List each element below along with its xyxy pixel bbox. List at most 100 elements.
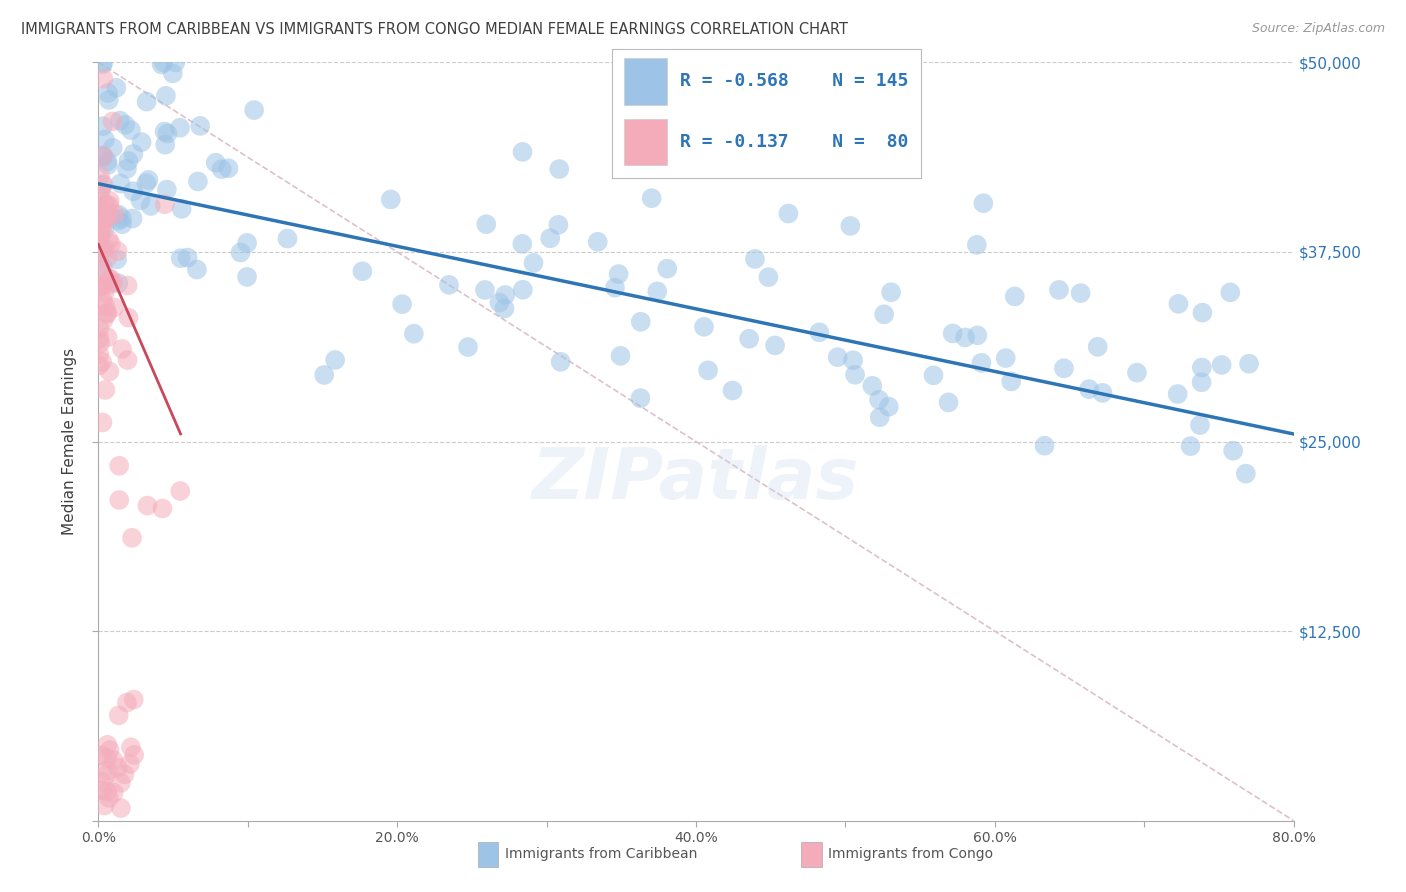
Point [89,321,111,335]
Point [323,353,346,368]
Point [117,353,139,368]
Point [91,57,114,71]
Point [1070,286,1092,301]
Point [97,272,120,286]
Point [96,211,118,225]
Point [91,260,114,274]
Point [91,203,114,218]
Point [89,237,111,252]
Point [512,145,534,159]
Point [744,252,766,266]
Point [827,350,849,364]
Point [91,150,114,164]
Point [103,301,125,315]
Point [1191,305,1213,319]
Point [97,158,120,172]
Point [1191,360,1213,375]
Point [98,743,121,757]
Point [187,174,209,188]
Bar [801,842,821,867]
Point [188,119,211,133]
Point [96,763,118,777]
Point [89,218,111,232]
Point [1004,289,1026,303]
Point [942,326,965,341]
Point [114,767,136,781]
Point [391,297,413,311]
Point [152,55,174,70]
Point [91,219,114,234]
Point [808,325,831,339]
Point [90,212,112,227]
Point [1180,439,1202,453]
Point [1219,285,1241,300]
Point [880,285,903,300]
Bar [624,119,668,166]
Point [738,332,761,346]
Point [108,458,131,473]
Point [98,271,121,285]
Point [97,233,120,247]
Point [107,760,129,774]
Point [211,162,233,177]
Point [138,173,160,187]
Point [94,768,117,782]
Text: Source: ZipAtlas.com: Source: ZipAtlas.com [1251,22,1385,36]
Text: IMMIGRANTS FROM CARIBBEAN VS IMMIGRANTS FROM CONGO MEDIAN FEMALE EARNINGS CORREL: IMMIGRANTS FROM CARIBBEAN VS IMMIGRANTS … [21,22,848,37]
Point [110,177,132,191]
Point [98,198,121,212]
Point [548,162,571,177]
Point [131,135,153,149]
Point [153,137,176,152]
Point [204,155,226,169]
Point [657,261,679,276]
Point [402,326,425,341]
Point [89,246,111,260]
Point [89,359,111,373]
Point [697,363,720,377]
Point [609,349,631,363]
Point [96,154,118,169]
Point [91,177,114,191]
Point [91,55,114,70]
Point [129,194,152,208]
Point [380,193,402,207]
Point [1078,382,1101,396]
Point [607,267,630,281]
Point [169,483,191,498]
Point [115,696,138,710]
Point [97,86,120,100]
Point [93,285,115,300]
Point [90,774,112,789]
Point [93,222,115,236]
Point [150,57,173,71]
Point [494,288,516,302]
Point [96,785,118,799]
Point [758,270,780,285]
Point [94,383,117,397]
Point [139,199,162,213]
Point [122,747,145,762]
Point [186,262,208,277]
Point [100,236,122,251]
Point [100,277,122,291]
Point [107,208,129,222]
Point [111,217,134,231]
Point [108,493,131,508]
Point [494,301,516,316]
Point [860,379,883,393]
Point [165,55,187,70]
Point [96,751,118,765]
Point [91,748,114,763]
Point [510,236,533,251]
Point [869,410,891,425]
Point [93,798,115,813]
Point [89,267,111,281]
Point [236,269,259,284]
Point [122,147,145,161]
Point [96,305,118,319]
Point [922,368,945,383]
Point [111,342,134,356]
Point [1167,387,1189,401]
Point [217,161,239,176]
